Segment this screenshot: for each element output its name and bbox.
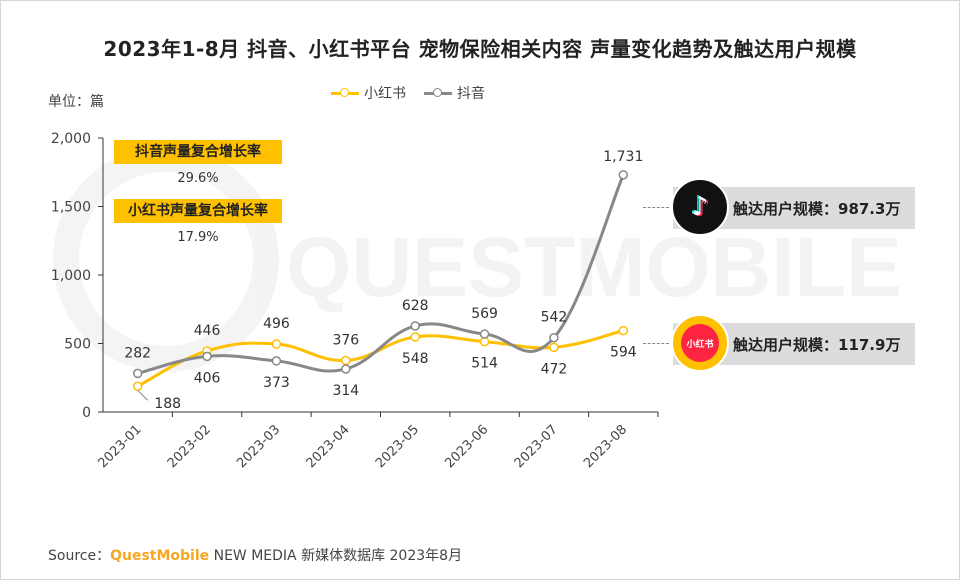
data-label-xiaohongshu: 188 — [154, 396, 181, 412]
data-point-douyin — [549, 332, 559, 343]
legend-swatch-douyin — [424, 87, 452, 97]
legend-item-douyin: 抖音 — [424, 83, 485, 103]
data-label-xiaohongshu: 514 — [471, 356, 498, 372]
data-label-xiaohongshu: 376 — [332, 332, 359, 348]
series-line-xiaohongshu — [137, 329, 624, 388]
series-line-douyin — [137, 174, 625, 375]
data-label-douyin: 569 — [471, 306, 498, 322]
legend-label-douyin: 抖音 — [457, 86, 485, 102]
data-label-douyin: 1,731 — [603, 149, 643, 165]
source-note: Source：QuestMobile NEW MEDIA 新媒体数据库 2023… — [48, 545, 462, 565]
reach-connector — [643, 207, 669, 208]
data-label-xiaohongshu: 472 — [541, 361, 568, 377]
y-tick-label: 1,000 — [51, 268, 91, 284]
xiaohongshu-logo-text: 小红书 — [681, 324, 719, 362]
data-point-douyin — [132, 368, 143, 379]
data-point-xiaohongshu — [549, 342, 559, 353]
x-tick-label: 2023-06 — [442, 422, 491, 471]
data-point-xiaohongshu — [132, 381, 143, 391]
y-tick-label: 500 — [64, 337, 91, 353]
data-label-douyin: 542 — [541, 310, 568, 326]
reach-card-xiaohongshu: 小红书 触达用户规模：117.9万 — [643, 314, 915, 372]
data-point-xiaohongshu — [341, 355, 351, 366]
data-point-xiaohongshu — [410, 332, 420, 342]
source-rest: NEW MEDIA 新媒体数据库 2023年8月 — [209, 548, 463, 564]
douyin-logo-icon: ♪ — [671, 178, 729, 236]
x-tick-label: 2023-03 — [234, 422, 283, 471]
data-label-douyin: 282 — [124, 345, 151, 361]
cagr-label-douyin: 抖音声量复合增长率 — [114, 140, 282, 164]
watermark-text: QUESTMOBILE — [286, 220, 902, 314]
data-label-douyin: 373 — [263, 375, 290, 391]
unit-label: 单位：篇 — [48, 94, 104, 110]
x-tick-label: 2023-01 — [95, 422, 144, 471]
y-tick-label: 0 — [82, 405, 91, 421]
x-tick-label: 2023-02 — [165, 422, 214, 471]
x-tick-label: 2023-07 — [512, 422, 561, 471]
data-label-xiaohongshu: 446 — [194, 323, 221, 339]
data-label-xiaohongshu: 496 — [263, 316, 290, 332]
data-point-xiaohongshu — [271, 339, 282, 349]
cagr-label-xiaohongshu: 小红书声量复合增长率 — [114, 199, 282, 223]
data-label-xiaohongshu: 594 — [610, 345, 637, 361]
data-label-douyin: 406 — [194, 370, 221, 386]
data-point-douyin — [410, 321, 420, 331]
y-tick-label: 2,000 — [51, 131, 91, 147]
reach-text-xiaohongshu: 触达用户规模：117.9万 — [733, 335, 901, 354]
data-point-douyin — [479, 329, 490, 339]
xiaohongshu-logo-icon: 小红书 — [671, 314, 729, 372]
legend-label-xiaohongshu: 小红书 — [364, 86, 406, 102]
reach-connector — [643, 343, 669, 344]
series-layer — [132, 170, 629, 391]
x-tick-label: 2023-05 — [373, 422, 422, 471]
legend: 小红书 抖音 — [331, 83, 503, 103]
data-point-xiaohongshu — [618, 325, 629, 336]
cagr-value-xiaohongshu: 17.9% — [177, 230, 219, 245]
data-point-douyin — [341, 364, 351, 374]
source-brand: QuestMobile — [110, 548, 210, 564]
legend-item-xiaohongshu: 小红书 — [331, 83, 406, 103]
data-labels: 188 282 446 406 496 373 376 314 548 628 514 569 472 5… — [124, 149, 643, 412]
source-label: Source： — [48, 548, 111, 564]
x-tick-label: 2023-08 — [581, 422, 630, 471]
data-label-douyin: 314 — [332, 383, 359, 399]
legend-swatch-xiaohongshu — [331, 87, 359, 97]
data-point-douyin — [202, 351, 212, 362]
cagr-value-douyin: 29.6% — [177, 171, 219, 186]
label-leader-line — [137, 389, 149, 401]
data-point-douyin — [271, 356, 282, 366]
x-tick-label: 2023-04 — [304, 422, 353, 471]
reach-text-douyin: 触达用户规模：987.3万 — [733, 199, 901, 218]
y-tick-label: 1,500 — [51, 200, 91, 216]
data-label-douyin: 628 — [402, 298, 429, 314]
data-point-douyin — [618, 170, 629, 180]
watermark-ring-icon — [53, 146, 279, 372]
chart-title: 2023年1-8月 抖音、小红书平台 宠物保险相关内容 声量变化趋势及触达用户规… — [103, 37, 857, 61]
data-label-xiaohongshu: 548 — [402, 351, 429, 367]
reach-card-douyin: ♪ 触达用户规模：987.3万 — [643, 178, 915, 236]
